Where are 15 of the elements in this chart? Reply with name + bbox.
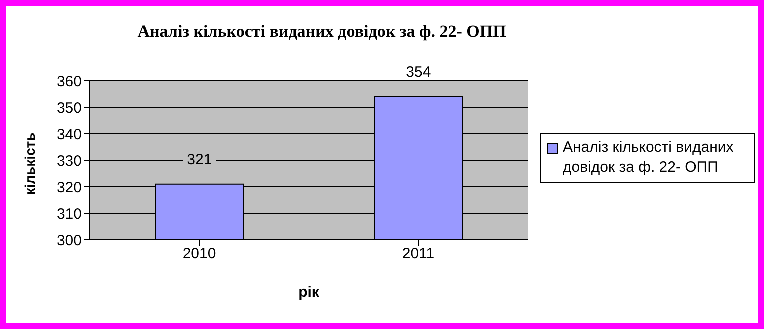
x-axis-title: рік [298, 284, 320, 301]
data-label: 354 [406, 64, 432, 81]
y-tick-label: 330 [56, 152, 82, 170]
y-tick-label: 310 [56, 206, 82, 223]
y-tick-label: 320 [56, 179, 82, 196]
data-label: 321 [187, 151, 212, 168]
y-tick-label: 340 [56, 126, 82, 144]
y-axis-title: кількість [22, 132, 38, 198]
x-tick-label: 2011 [402, 246, 435, 263]
y-tick-label: 360 [56, 73, 82, 90]
chart-title: Аналіз кількості виданих довідок за ф. 22- ОПП [136, 22, 508, 42]
legend-label: Аналіз кількості виданих довідок за ф. 22- ОПП [563, 138, 735, 178]
y-tick-label: 300 [56, 232, 82, 250]
y-tick-label: 350 [56, 100, 82, 117]
x-tick-label: 2010 [182, 246, 216, 263]
